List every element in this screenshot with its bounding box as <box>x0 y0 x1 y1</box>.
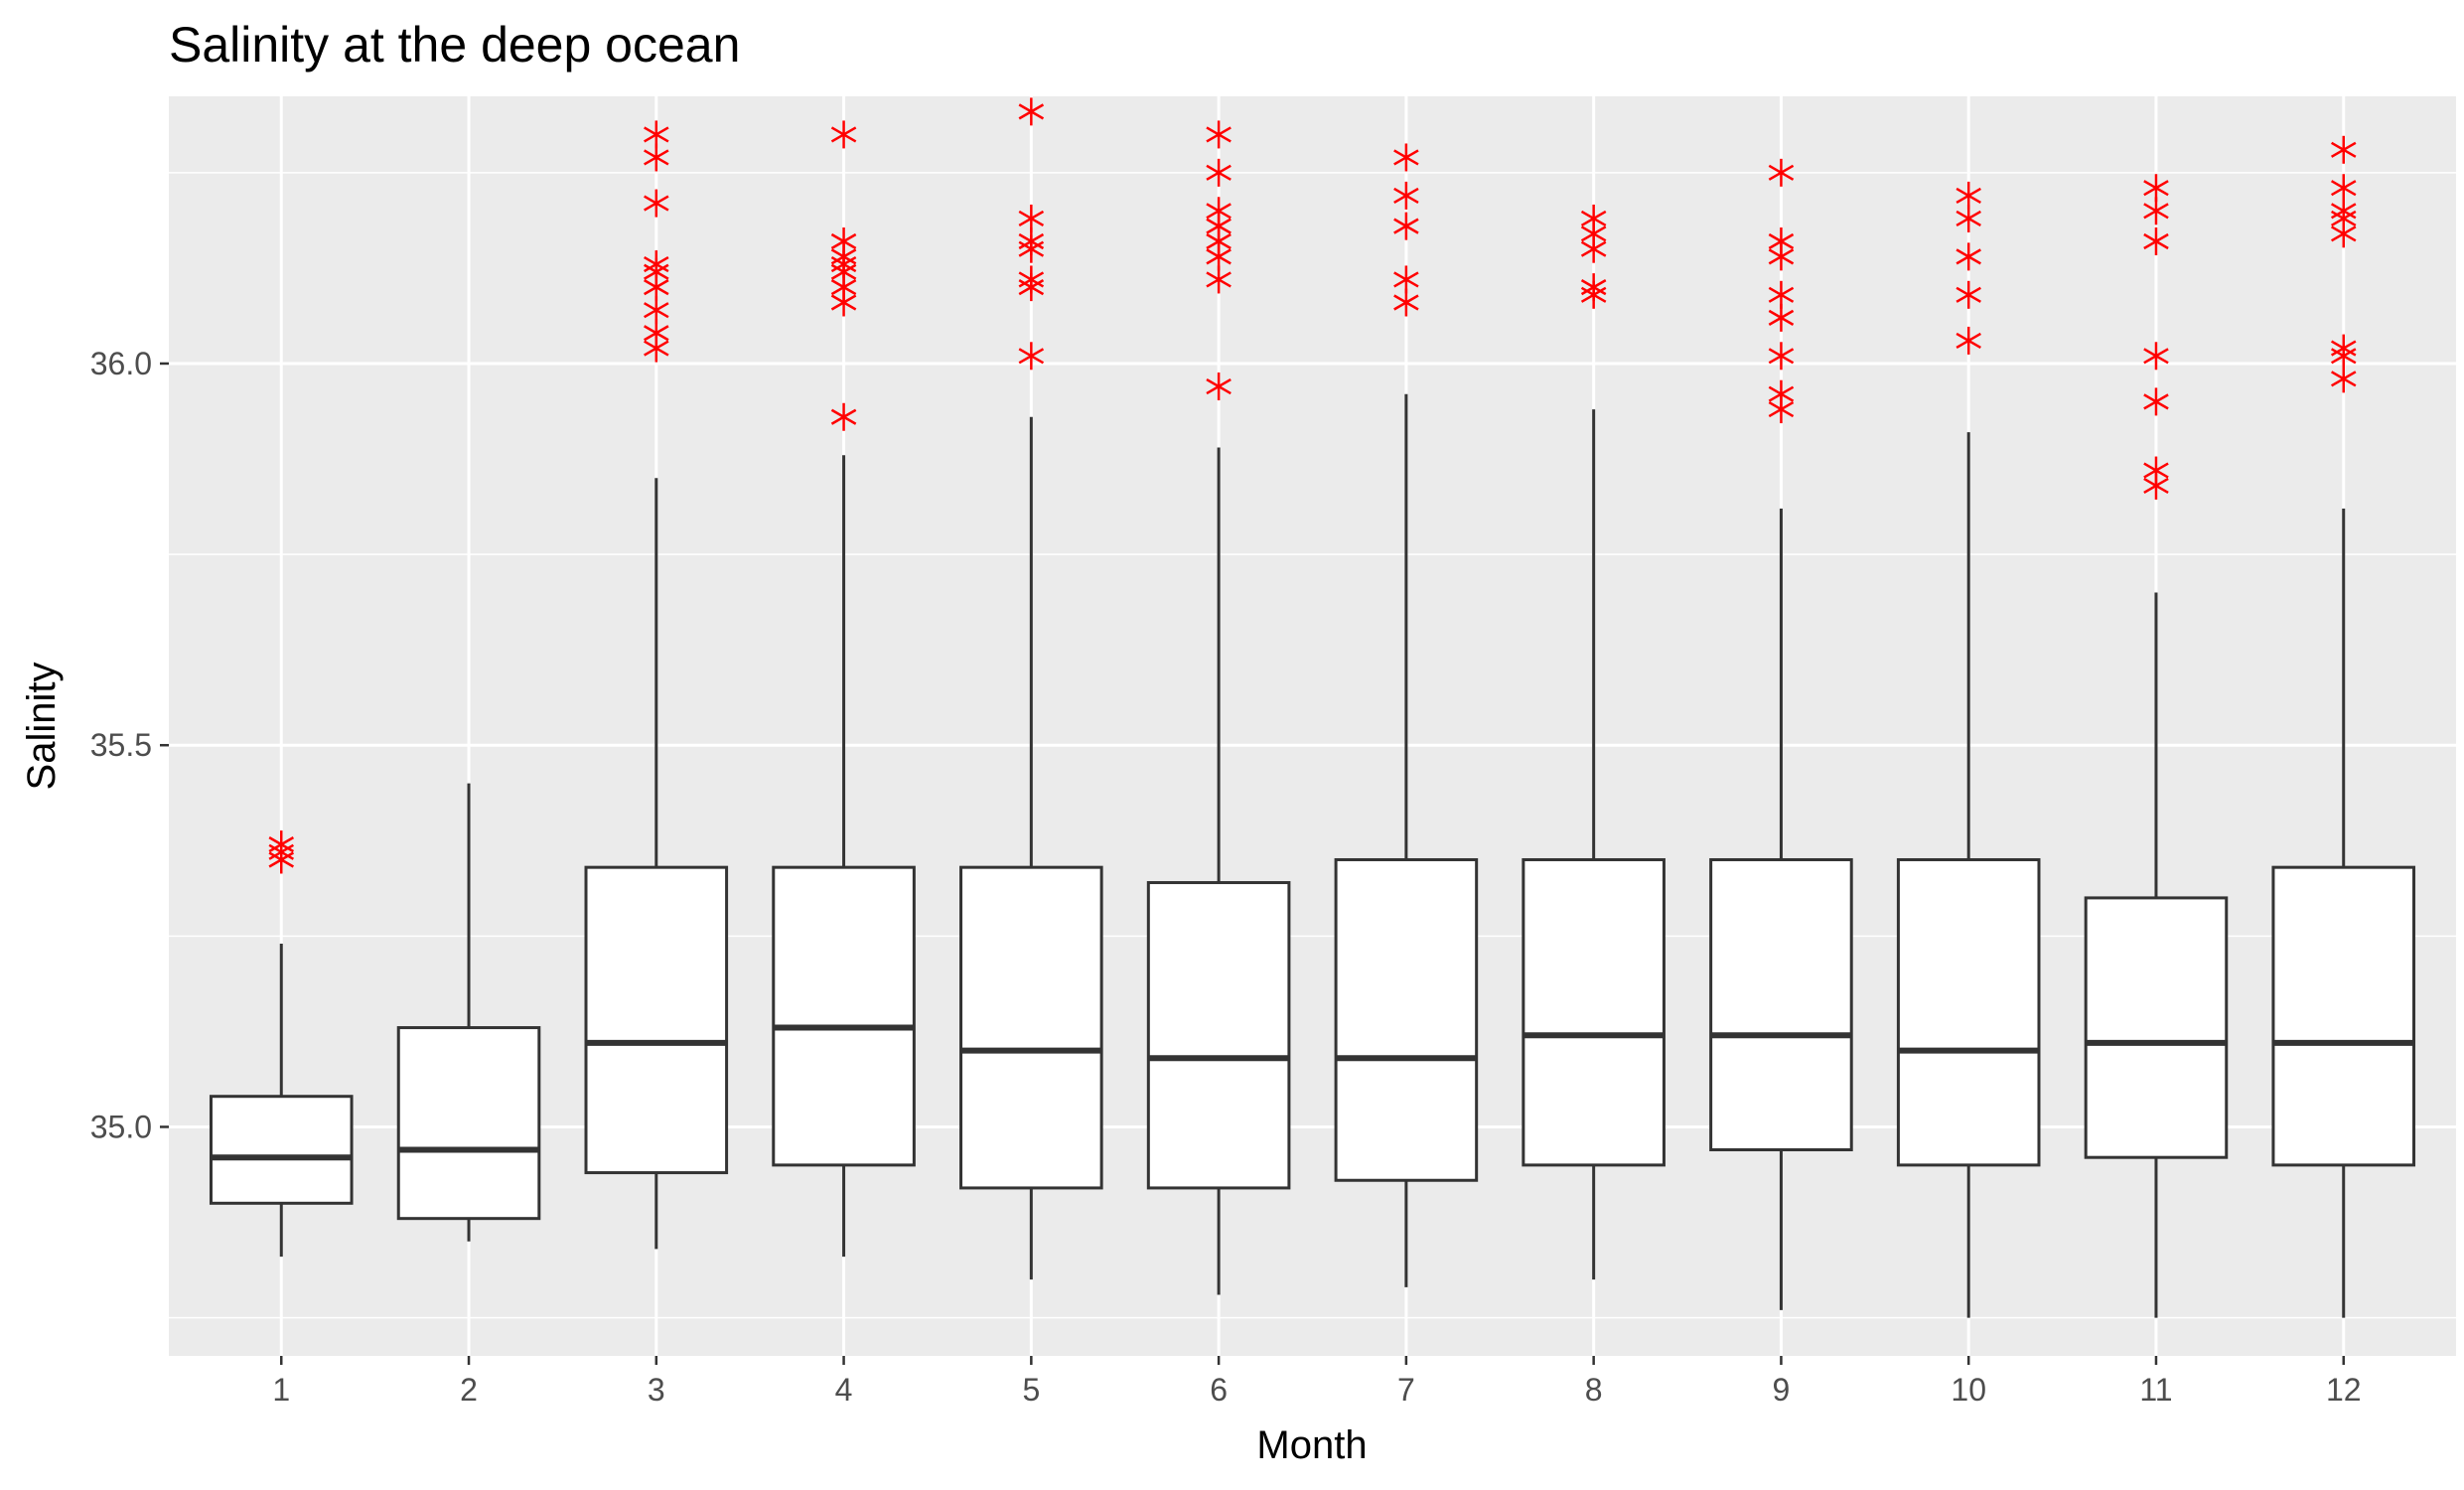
x-tick-label: 2 <box>460 1372 478 1408</box>
y-tick-label: 35.5 <box>90 727 152 763</box>
interquartile-box <box>2271 865 2416 1167</box>
outlier-point <box>1018 342 1045 371</box>
x-tick-label: 4 <box>835 1372 853 1408</box>
y-axis-title: Salinity <box>20 663 64 791</box>
outlier-point <box>2143 174 2169 203</box>
x-axis-title: Month <box>1256 1423 1367 1467</box>
outlier-point <box>1956 181 1981 210</box>
outlier-point <box>2143 342 2169 371</box>
boxes <box>209 393 2416 1318</box>
outlier-point <box>1206 372 1232 401</box>
x-tick-label: 12 <box>2326 1372 2362 1408</box>
outlier-point <box>1018 97 1045 126</box>
chart-title: Salinity at the deep ocean <box>169 17 740 73</box>
x-tick-label: 9 <box>1773 1372 1791 1408</box>
interquartile-box <box>2084 896 2229 1159</box>
outlier-point <box>1393 181 1419 210</box>
outlier-point <box>1768 158 1795 187</box>
interquartile-box <box>209 1095 354 1205</box>
outlier-point <box>1393 212 1419 240</box>
outlier-point <box>1768 379 1795 408</box>
outlier-point <box>1393 143 1419 172</box>
outlier-point <box>1956 242 1981 271</box>
outlier-point <box>1018 265 1045 294</box>
interquartile-box <box>396 1026 541 1221</box>
outlier-point <box>830 402 857 431</box>
y-tick-label: 35.0 <box>90 1109 152 1144</box>
interquartile-box <box>1334 857 1479 1182</box>
outlier-point <box>1768 227 1795 256</box>
axis-ticks: 35.035.536.01 2 3 4 5 6 7 8 9 10 11 12 <box>90 346 2362 1408</box>
x-tick-label: 11 <box>2139 1372 2172 1408</box>
box-month-3 <box>584 478 729 1250</box>
interquartile-box <box>1896 857 2041 1167</box>
outlier-point <box>644 120 669 149</box>
box-month-7 <box>1334 393 1479 1287</box>
outlier-point <box>2330 334 2357 363</box>
box-month-10 <box>1896 432 2041 1318</box>
outlier-point <box>2330 174 2357 203</box>
box-month-1 <box>209 944 354 1258</box>
box-month-11 <box>2084 592 2229 1318</box>
outliers <box>268 97 2357 874</box>
outlier-point <box>268 830 295 859</box>
outlier-point <box>644 189 669 218</box>
outlier-point <box>830 120 857 149</box>
box-month-9 <box>1709 508 1853 1310</box>
x-tick-label: 6 <box>1210 1372 1228 1408</box>
interquartile-box <box>1522 857 1666 1167</box>
outlier-point <box>2143 227 2169 256</box>
outlier-point <box>1206 197 1232 225</box>
outlier-point <box>1580 204 1607 232</box>
outlier-point <box>830 227 857 256</box>
x-tick-label: 7 <box>1397 1372 1415 1408</box>
box-month-4 <box>772 455 916 1258</box>
x-tick-label: 10 <box>1951 1372 1986 1408</box>
interquartile-box <box>1709 857 1853 1152</box>
x-tick-label: 3 <box>648 1372 665 1408</box>
box-month-12 <box>2271 508 2416 1318</box>
outlier-point <box>2143 387 2169 416</box>
interquartile-box <box>772 865 916 1167</box>
outlier-point <box>644 250 669 279</box>
x-tick-label: 1 <box>272 1372 290 1408</box>
outlier-point <box>2330 135 2357 164</box>
outlier-point <box>1956 326 1981 355</box>
outlier-point <box>1580 273 1607 302</box>
outlier-point <box>2143 456 2169 485</box>
box-month-5 <box>959 416 1103 1280</box>
plot-panel <box>169 96 2456 1356</box>
outlier-point <box>1768 342 1795 371</box>
outlier-point <box>1206 120 1232 149</box>
x-tick-label: 5 <box>1022 1372 1040 1408</box>
y-tick-label: 36.0 <box>90 346 152 381</box>
outlier-point <box>1768 280 1795 309</box>
outlier-point <box>1956 280 1981 309</box>
x-tick-label: 8 <box>1585 1372 1603 1408</box>
interquartile-box <box>959 865 1103 1190</box>
interquartile-box <box>1146 881 1291 1190</box>
box-month-2 <box>396 783 541 1242</box>
outlier-point <box>1018 204 1045 232</box>
interquartile-box <box>584 865 729 1175</box>
box-month-8 <box>1522 409 1666 1280</box>
box-month-6 <box>1146 447 1291 1295</box>
outlier-point <box>1206 158 1232 187</box>
outlier-point <box>1393 265 1419 294</box>
